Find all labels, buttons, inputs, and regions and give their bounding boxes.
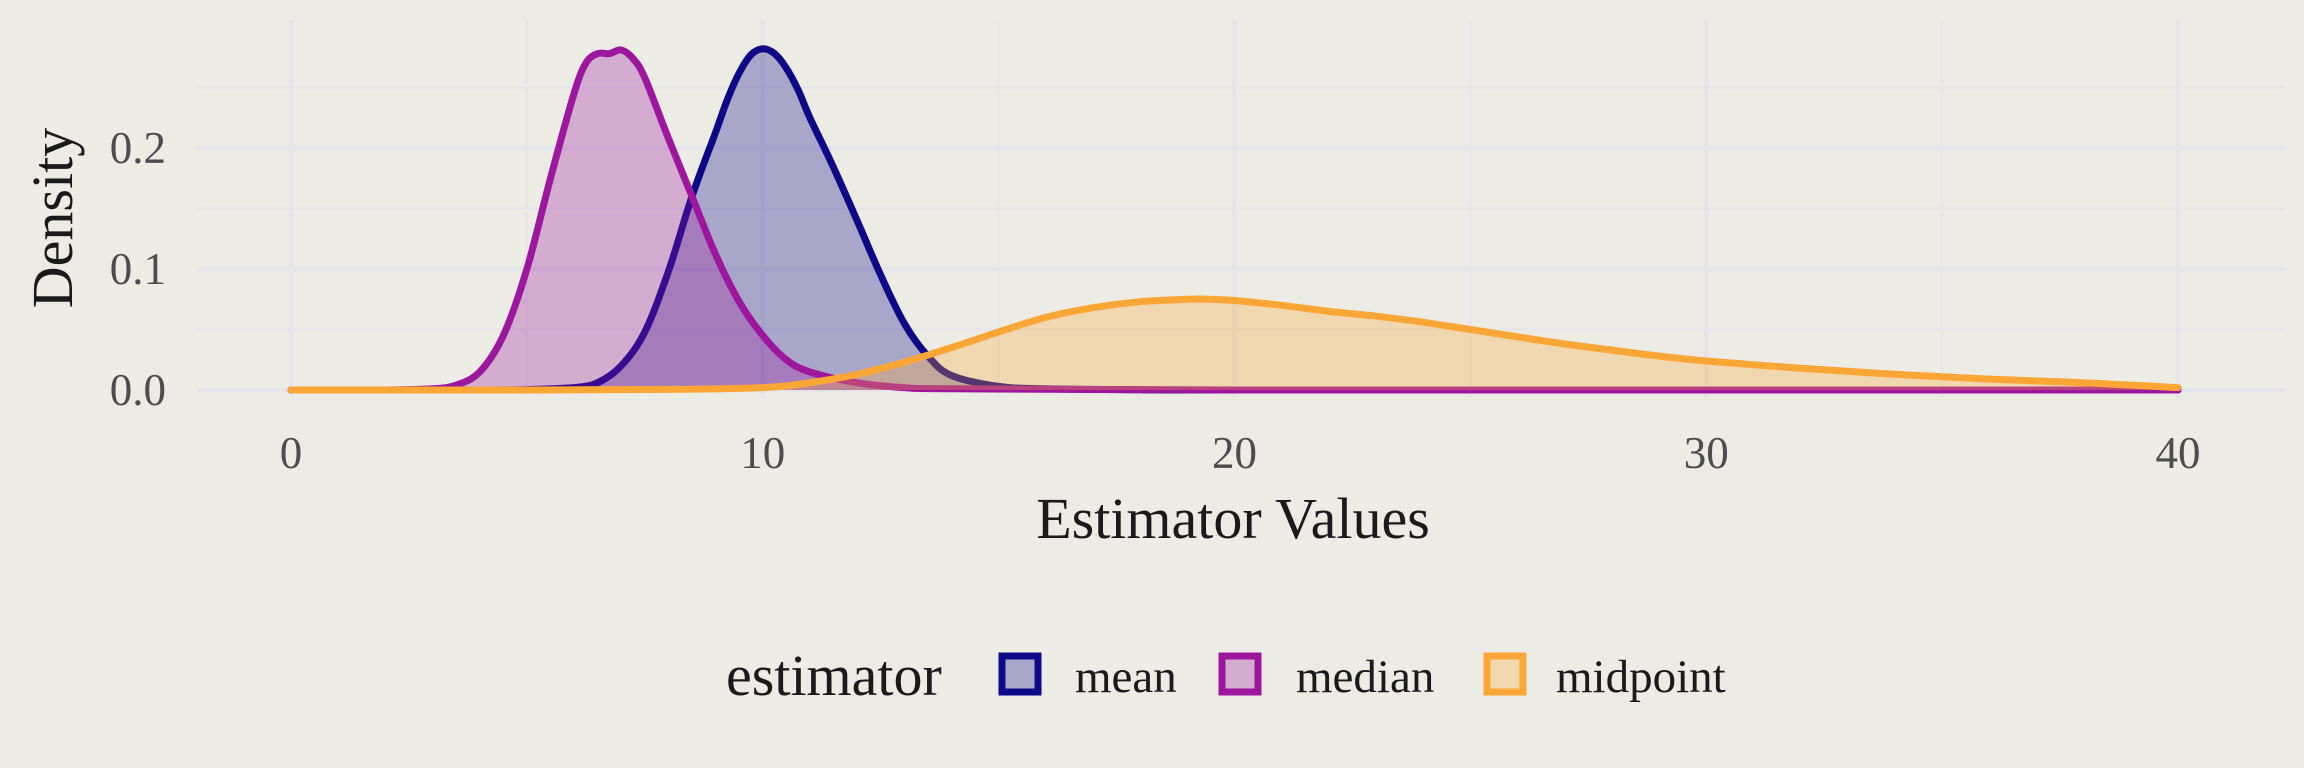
- legend-title: estimator: [726, 643, 942, 708]
- x-tick-label: 10: [740, 428, 785, 478]
- y-tick-label: 0.2: [110, 123, 166, 173]
- y-axis-title: Density: [20, 128, 85, 308]
- legend-label-midpoint: midpoint: [1556, 651, 1726, 703]
- x-tick-label: 30: [1684, 428, 1729, 478]
- x-tick-label: 40: [2156, 428, 2201, 478]
- density-area-median: [291, 49, 2178, 390]
- y-tick-label: 0.1: [110, 244, 166, 294]
- legend-key-mean: [998, 652, 1042, 696]
- density-line-midpoint: [287, 295, 2182, 394]
- x-tick-label: 20: [1212, 428, 1257, 478]
- density-line-median: [287, 46, 2182, 394]
- x-tick-label: 0: [280, 428, 303, 478]
- legend-key-median: [1218, 652, 1262, 696]
- series-midpoint: [287, 295, 2182, 394]
- legend-key-midpoint: [1483, 652, 1527, 696]
- y-tick-label: 0.0: [110, 365, 166, 415]
- density-area-midpoint: [291, 298, 2178, 390]
- density-area-mean: [291, 48, 2178, 391]
- legend-label-median: median: [1296, 651, 1434, 703]
- legend-label-mean: mean: [1075, 651, 1177, 703]
- density-areas: [287, 45, 2182, 394]
- series-median: [287, 46, 2182, 394]
- x-axis-title: Estimator Values: [1036, 486, 1430, 551]
- legend: estimator mean median midpoint: [726, 643, 1726, 708]
- axes: 0 10 20 30 40 0.0 0.1 0.2: [110, 123, 2201, 478]
